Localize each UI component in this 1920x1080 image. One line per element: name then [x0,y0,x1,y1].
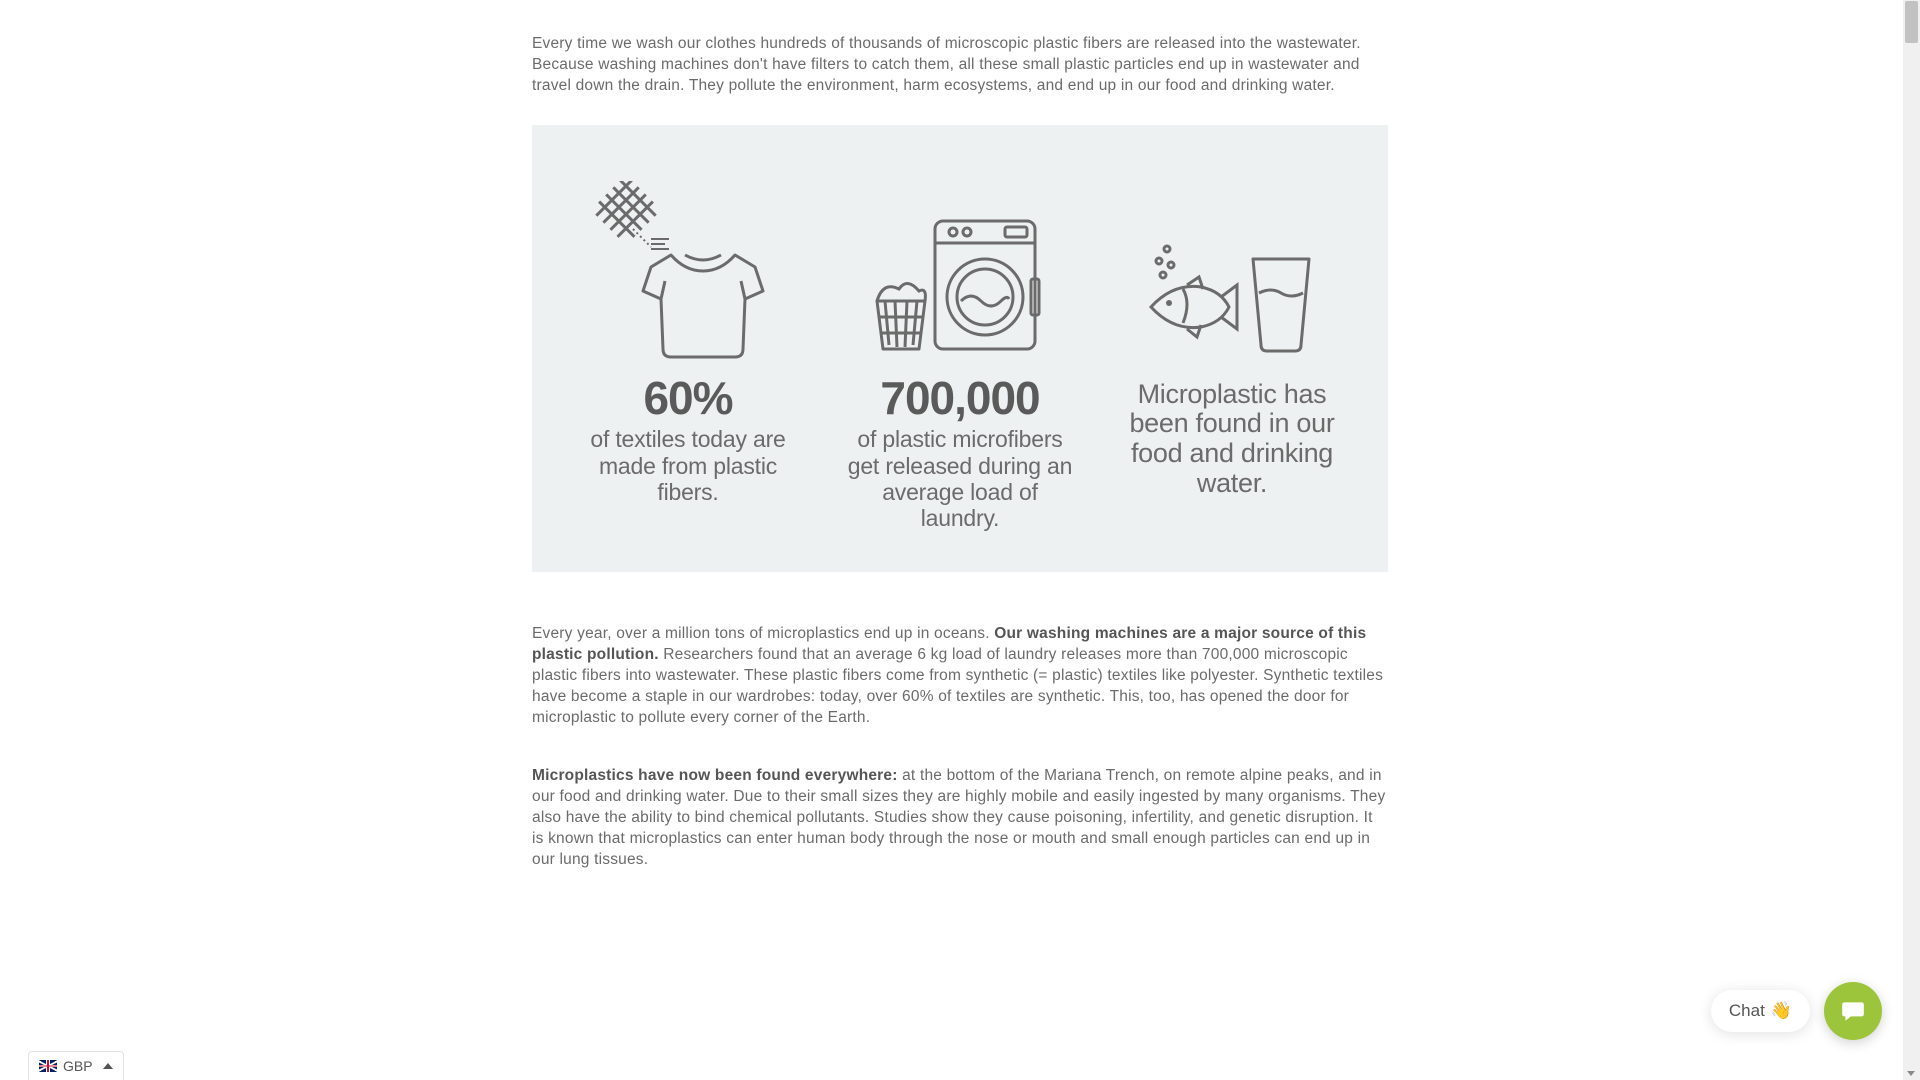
chat-bubble-icon [1840,998,1866,1024]
currency-label: GBP [63,1058,93,1074]
chevron-up-icon [103,1063,113,1069]
scrollbar[interactable] [1903,0,1920,1080]
stat-foodwater-text: Microplastic has been found in our food … [1116,380,1348,499]
below-infographic: Every year, over a million tons of micro… [532,624,1388,871]
para2-part2: Researchers found that an average 6 kg l… [532,646,1383,726]
intro-paragraph: Every time we wash our clothes hundreds … [532,34,1388,97]
article-content: Every time we wash our clothes hundreds … [532,0,1388,871]
para2-part1: Every year, over a million tons of micro… [532,625,994,642]
paragraph-2: Every year, over a million tons of micro… [532,624,1388,729]
tshirt-fibers-icon [593,171,783,366]
info-col-textiles: 60% of textiles today are made from plas… [552,171,824,506]
currency-selector[interactable]: GBP [28,1051,124,1080]
scrollbar-thumb[interactable] [1905,1,1918,43]
washing-machine-icon [865,171,1055,366]
para3-bold: Microplastics have now been found everyw… [532,767,898,784]
stat-textiles-text: of textiles today are made from plastic … [572,426,804,505]
uk-flag-icon [39,1060,57,1072]
chat-widget: Chat 👋 [1711,982,1882,1040]
wave-emoji-icon: 👋 [1771,1001,1792,1021]
chat-fab-button[interactable] [1824,982,1882,1040]
stat-laundry-value: 700,000 [880,374,1039,422]
chat-label: Chat [1729,1001,1765,1021]
chat-pill[interactable]: Chat 👋 [1711,990,1810,1032]
paragraph-3: Microplastics have now been found everyw… [532,766,1388,871]
info-col-laundry: 700,000 of plastic microfibers get relea… [824,171,1096,532]
scrollbar-arrow-down-icon [1907,1071,1915,1076]
page: Every time we wash our clothes hundreds … [0,0,1920,1080]
stat-textiles-value: 60% [643,374,732,422]
infographic-panel: 60% of textiles today are made from plas… [532,125,1388,572]
fish-glass-icon [1137,171,1327,366]
stat-laundry-text: of plastic microfibers get released duri… [844,426,1076,532]
info-col-food-water: Microplastic has been found in our food … [1096,171,1368,499]
